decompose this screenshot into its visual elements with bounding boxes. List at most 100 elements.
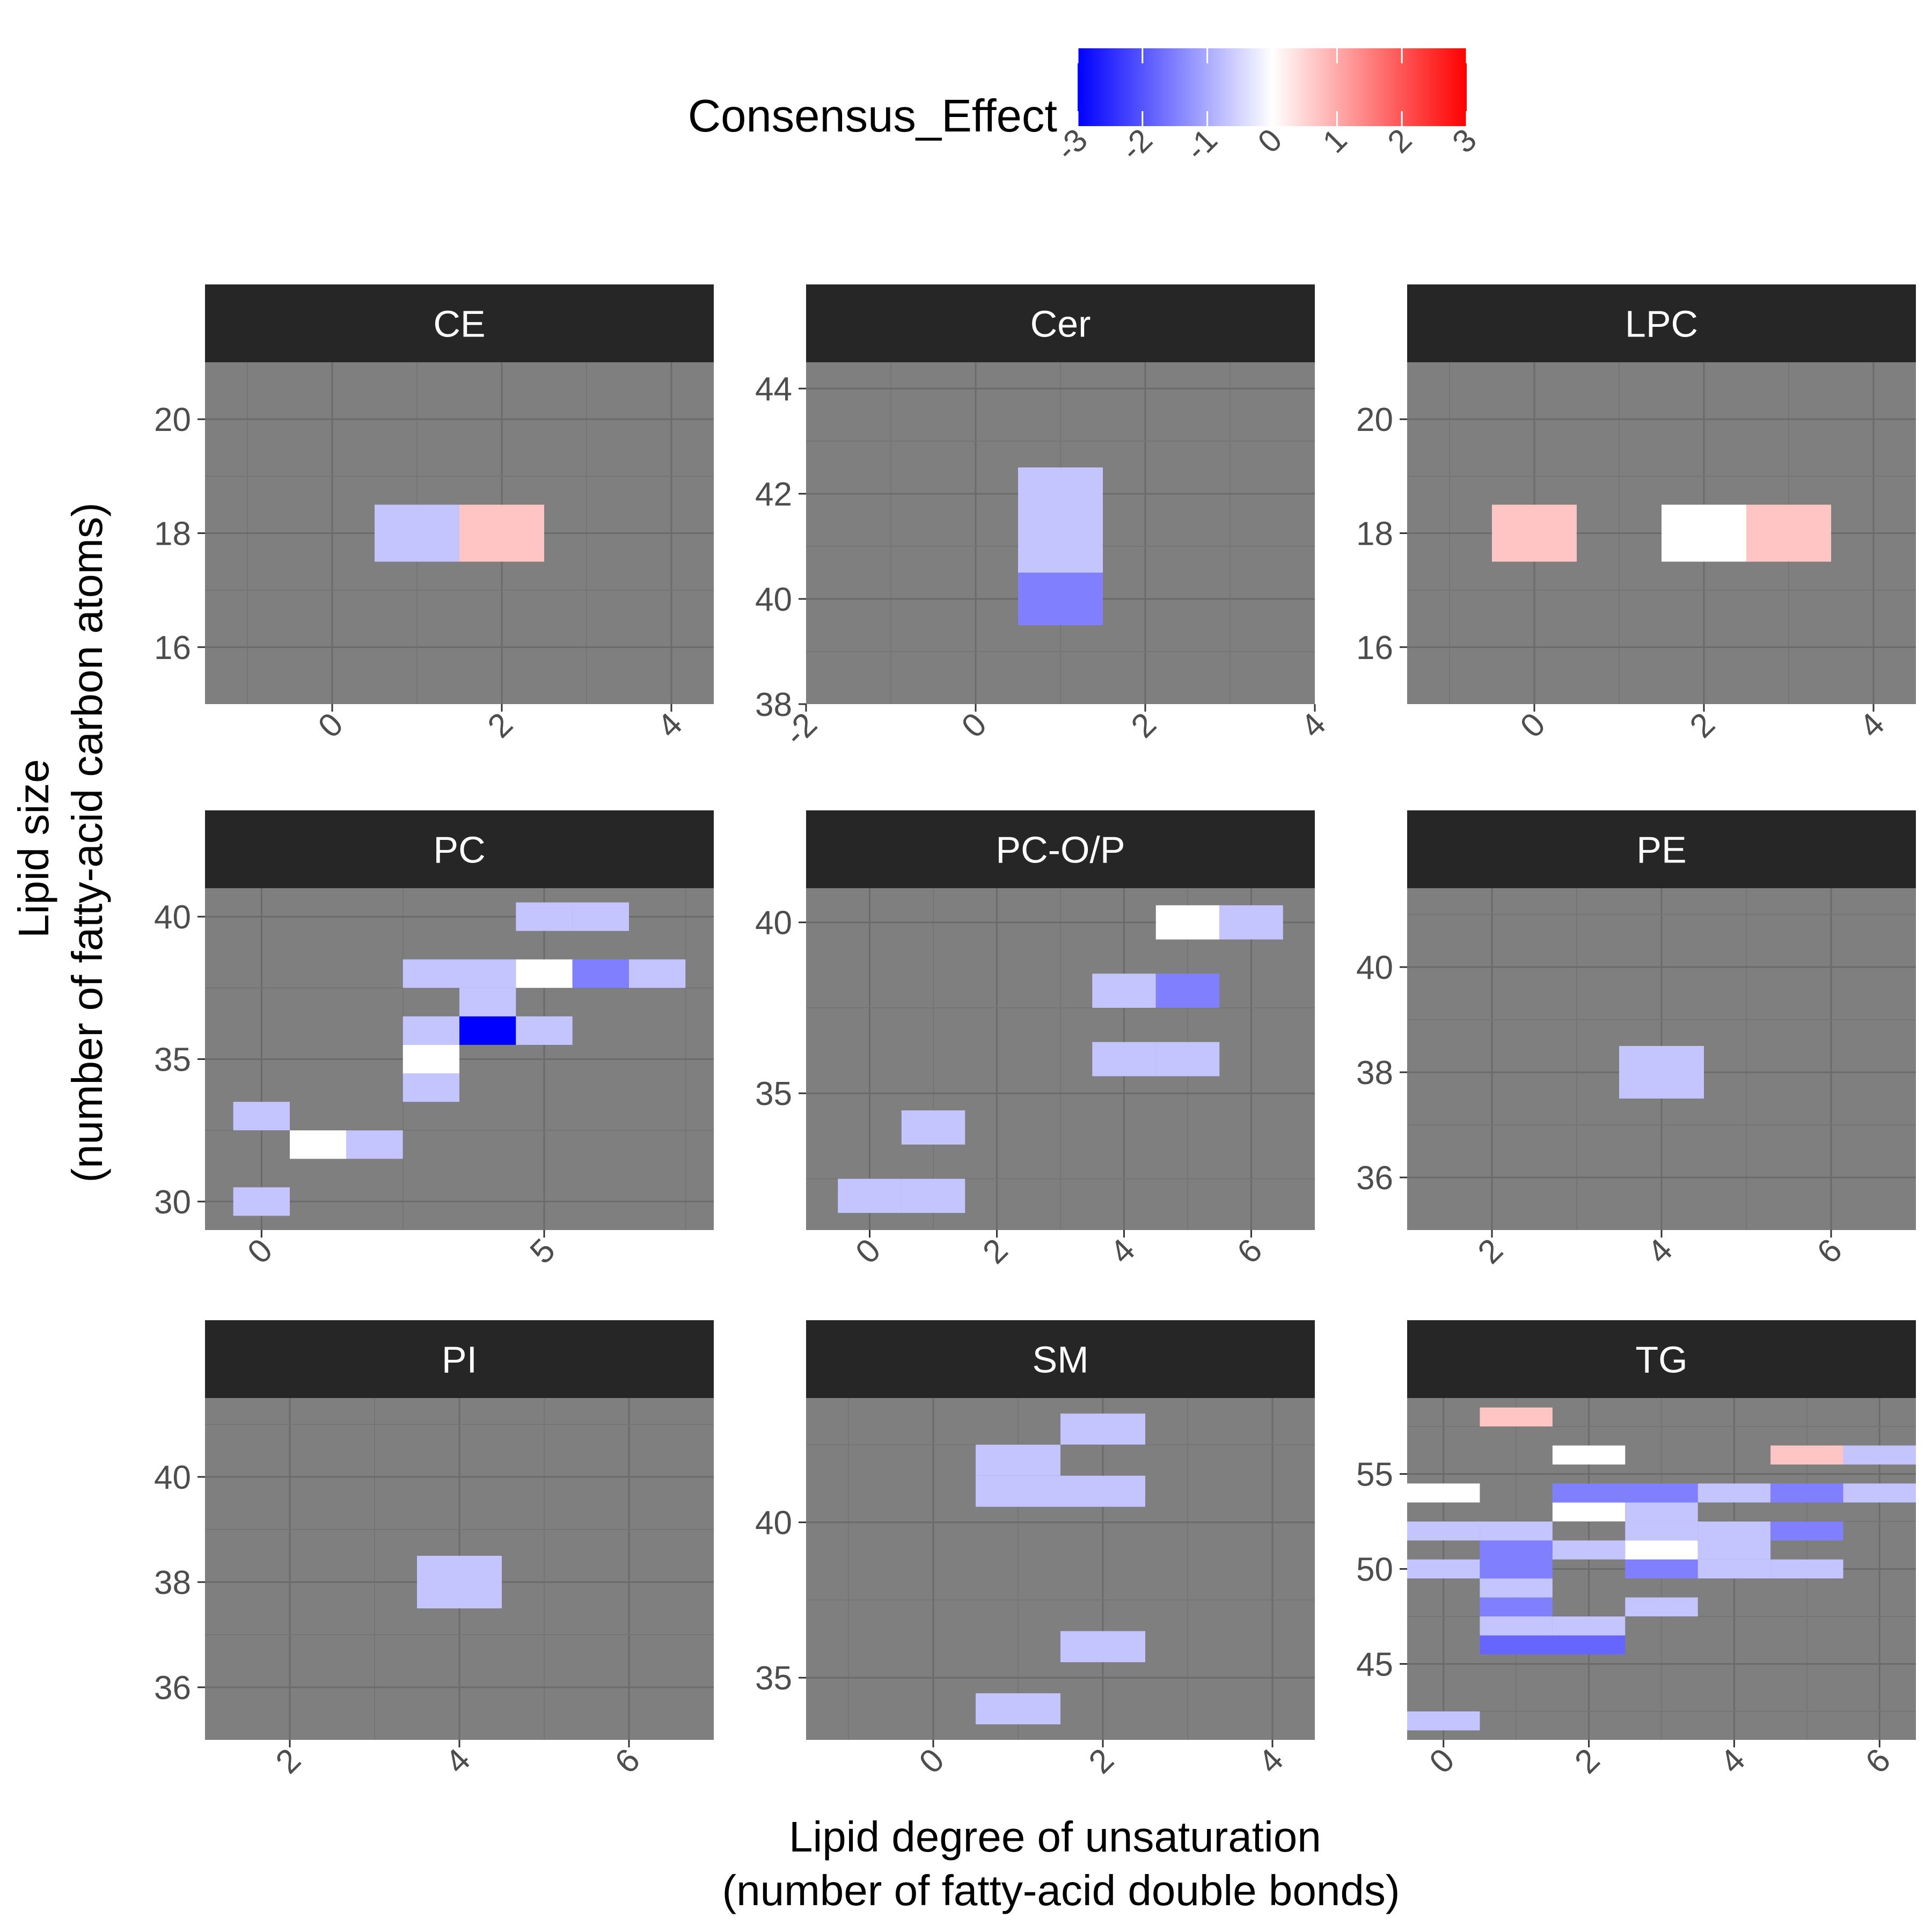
y-tick-label: 16	[1356, 630, 1393, 667]
y-axis-title-line-1: Lipid size	[10, 759, 57, 938]
heatmap-tile	[1770, 1483, 1843, 1503]
heatmap-tile	[1018, 573, 1103, 625]
panel-grid	[1407, 888, 1916, 1230]
facet-strip	[1407, 1320, 1916, 1398]
heatmap-tile	[572, 902, 629, 931]
legend-tick-label: -2	[1114, 122, 1159, 167]
heatmap-tile	[1060, 1631, 1145, 1663]
heatmap-tile	[402, 1016, 459, 1045]
heatmap-tile	[1625, 1540, 1698, 1560]
x-tick-label: 2	[1124, 706, 1163, 745]
y-tick-label: 36	[1356, 1160, 1393, 1197]
legend-tick-label: 3	[1445, 122, 1483, 160]
y-tick-label: 35	[755, 1075, 792, 1113]
heatmap-tiles	[375, 504, 544, 562]
legend-tick-label: 2	[1380, 122, 1418, 160]
heatmap-tile	[1697, 1521, 1771, 1541]
x-axis: 0 2 4	[912, 1740, 1291, 1781]
heatmap-tile	[1770, 1445, 1843, 1465]
y-tick-label: 50	[1356, 1552, 1393, 1589]
y-axis-title: Lipid size (number of fatty-acid carbon …	[10, 502, 111, 1182]
y-axis: 36 38 40	[154, 1459, 205, 1707]
x-tick-label: 0	[848, 1232, 888, 1271]
heatmap-tile	[901, 1179, 965, 1213]
y-axis: 16 18 20	[154, 401, 205, 667]
heatmap-tile	[1552, 1635, 1626, 1655]
heatmap-tile	[459, 1016, 516, 1045]
x-axis: 2 4 6	[1471, 1230, 1849, 1271]
heatmap-tile	[516, 1016, 573, 1045]
heatmap-tile	[1625, 1502, 1698, 1522]
y-axis: 30 35 40	[154, 899, 205, 1221]
heatmap-tile	[1625, 1597, 1698, 1616]
y-tick-label: 16	[154, 630, 191, 667]
heatmap-tile	[459, 987, 516, 1016]
heatmap-tile	[346, 1130, 403, 1159]
heatmap-tile	[1480, 1521, 1553, 1541]
heatmap-tile	[1407, 1711, 1480, 1731]
y-tick-label: 40	[154, 899, 191, 936]
heatmap-tile	[1697, 1483, 1771, 1503]
svg-text:Lipid size (number of fa: Lipid size (number of fatty-acid carbon …	[10, 502, 111, 1182]
x-tick-label: 2	[1082, 1741, 1121, 1781]
y-axis: 45 50 55	[1356, 1457, 1407, 1683]
facet-pc-o-p: PC-O/P 0 2 4 6 35 40	[755, 810, 1315, 1271]
heatmap-tiles	[1492, 504, 1831, 562]
heatmap-tile	[838, 1179, 902, 1213]
x-tick-label: 4	[1853, 706, 1892, 745]
heatmap-tile	[402, 959, 459, 988]
heatmap-tiles	[1018, 467, 1103, 625]
x-tick-label: 4	[1294, 706, 1333, 745]
facet-strip-label: LPC	[1625, 303, 1698, 345]
x-tick-label: 4	[1713, 1741, 1752, 1781]
heatmap-tile	[976, 1693, 1060, 1725]
heatmap-tile	[1407, 1521, 1480, 1541]
x-tick-label: 2	[481, 706, 520, 745]
heatmap-tile	[572, 959, 629, 988]
heatmap-tile	[516, 959, 573, 988]
heatmap-tile	[1552, 1483, 1626, 1503]
heatmap-tile	[1552, 1616, 1626, 1636]
y-tick-label: 45	[1356, 1646, 1393, 1683]
heatmap-tile	[375, 504, 459, 562]
heatmap-tile	[1480, 1540, 1553, 1560]
heatmap-tile	[1697, 1540, 1771, 1560]
y-tick-label: 20	[1356, 401, 1393, 438]
panel-grid	[806, 1398, 1315, 1740]
heatmap-tile	[1155, 1042, 1220, 1077]
y-tick-label: 35	[154, 1042, 191, 1079]
heatmap-tile	[1092, 974, 1156, 1008]
heatmap-tiles	[1619, 1046, 1704, 1099]
x-tick-label: 0	[912, 1741, 952, 1781]
facet-strip	[1407, 810, 1916, 888]
x-tick-label: 6	[1810, 1232, 1849, 1271]
y-axis: 38 40 42 44	[755, 371, 806, 723]
x-tick-label: 6	[608, 1741, 647, 1781]
heatmap-tile	[976, 1475, 1060, 1507]
facet-strip	[806, 1320, 1315, 1398]
panel-grid	[806, 888, 1315, 1230]
facet-sm: SM 0 2 4 35 40	[755, 1320, 1315, 1781]
x-tick-label: 0	[311, 706, 350, 745]
heatmap-tile	[1060, 1475, 1145, 1507]
heatmap-tile	[1219, 905, 1283, 940]
heatmap-tile	[1625, 1521, 1698, 1541]
y-axis: 35 40	[755, 1505, 806, 1697]
y-axis: 36 38 40	[1356, 949, 1407, 1197]
heatmap-tile	[459, 959, 516, 988]
x-tick-label: 4	[650, 706, 690, 745]
y-tick-label: 18	[154, 516, 191, 553]
y-axis-title-line-2: (number of fatty-acid carbon atoms)	[63, 502, 111, 1182]
facet-strip-label: PC-O/P	[996, 829, 1125, 871]
heatmap-tile	[516, 902, 573, 931]
x-axis: 0 2 4	[311, 704, 690, 745]
heatmap-tile	[402, 1044, 459, 1074]
y-tick-label: 20	[154, 401, 191, 438]
heatmap-tile	[1697, 1559, 1771, 1579]
heatmap-tile	[1625, 1559, 1698, 1579]
heatmap-tiles	[838, 905, 1283, 1213]
y-axis: 16 18 20	[1356, 401, 1407, 667]
x-tick-label: 2	[1683, 706, 1722, 745]
